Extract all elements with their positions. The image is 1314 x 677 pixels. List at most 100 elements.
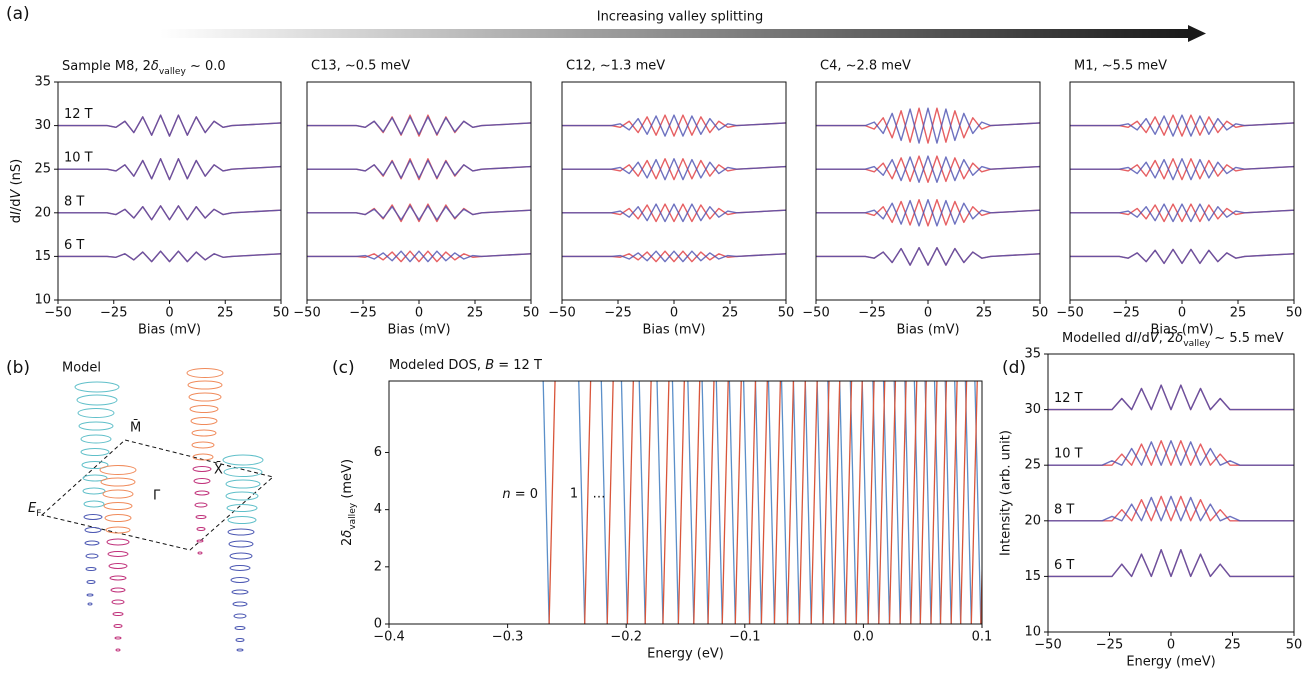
text-part: Sample M8, 2 bbox=[62, 59, 151, 74]
x-tick-label: 50 bbox=[523, 306, 540, 321]
x-tick-label: −25 bbox=[100, 306, 127, 321]
y-axis-label: Intensity (arb. unit) bbox=[999, 430, 1014, 556]
ring bbox=[110, 587, 126, 593]
level-line bbox=[767, 381, 776, 624]
curve bbox=[307, 159, 532, 179]
ring bbox=[193, 478, 211, 484]
curve bbox=[58, 205, 282, 221]
x-tick-label: −25 bbox=[858, 306, 885, 321]
level-line bbox=[656, 381, 664, 624]
text-part: /d bbox=[9, 198, 24, 211]
text-part: ~ 0.0 bbox=[186, 59, 226, 74]
ring bbox=[86, 580, 96, 584]
x-tick-label: −50 bbox=[548, 306, 575, 321]
curve bbox=[307, 205, 532, 221]
x-tick-label: −25 bbox=[604, 306, 631, 321]
ring bbox=[192, 466, 212, 472]
curve bbox=[816, 107, 1041, 144]
level-line bbox=[687, 381, 695, 624]
ring bbox=[197, 551, 203, 555]
field-label: 12 T bbox=[64, 107, 93, 122]
level-line bbox=[542, 381, 550, 624]
x-tick-label: 0.1 bbox=[972, 630, 993, 645]
ring bbox=[191, 441, 215, 449]
level-line bbox=[804, 381, 812, 624]
cone bbox=[99, 368, 224, 534]
x-tick-label: −0.2 bbox=[610, 630, 642, 645]
ring bbox=[231, 589, 249, 595]
y-tick-label: 10 bbox=[34, 293, 51, 308]
chart-title: M1, ~5.5 meV bbox=[1074, 59, 1167, 74]
level-line bbox=[721, 381, 729, 624]
x-tick-label: 0 bbox=[415, 306, 423, 321]
x-axis-label: Bias (mV) bbox=[642, 323, 705, 338]
ring bbox=[108, 563, 128, 569]
panel-label: (d) bbox=[1002, 358, 1026, 378]
field-label: 12 T bbox=[1054, 391, 1083, 406]
level-line bbox=[827, 381, 835, 624]
ring bbox=[196, 527, 206, 531]
level-line bbox=[662, 381, 670, 624]
level-line bbox=[939, 381, 948, 624]
y-axis-label: dI/dV (nS) bbox=[9, 159, 24, 223]
curve bbox=[1070, 248, 1295, 265]
text-part: B bbox=[485, 358, 494, 373]
level-line bbox=[822, 381, 830, 624]
text-part: d bbox=[9, 215, 24, 223]
x-tick-label: 25 bbox=[217, 306, 234, 321]
curve bbox=[1070, 203, 1295, 223]
ring bbox=[223, 467, 263, 477]
y-tick-label: 2 bbox=[374, 559, 382, 574]
text-part: /d bbox=[1137, 331, 1150, 346]
curve bbox=[1048, 440, 1294, 466]
x-tick-label: 50 bbox=[1286, 638, 1303, 653]
curve bbox=[562, 158, 787, 181]
x-axis-label: Bias (mV) bbox=[896, 323, 959, 338]
x-axis-label: Bias (mV) bbox=[138, 323, 201, 338]
y-tick-label: 20 bbox=[34, 205, 51, 220]
y-tick-label: 25 bbox=[1024, 458, 1041, 473]
text-part: V bbox=[9, 188, 24, 198]
text-part: δ bbox=[1175, 331, 1183, 346]
field-label: 10 T bbox=[64, 151, 93, 166]
ring bbox=[189, 405, 219, 413]
point-label: X̄ bbox=[214, 462, 223, 477]
panel-label: (b) bbox=[6, 358, 30, 378]
ring bbox=[103, 502, 133, 510]
ring bbox=[111, 599, 125, 605]
x-tick-label: 0 bbox=[670, 306, 678, 321]
x-tick-label: −25 bbox=[1096, 638, 1123, 653]
x-tick-label: 25 bbox=[1224, 638, 1241, 653]
curve bbox=[816, 155, 1041, 183]
level-line bbox=[872, 381, 880, 624]
level-line bbox=[893, 381, 901, 624]
ring bbox=[194, 490, 210, 496]
level-line bbox=[878, 381, 886, 624]
ring bbox=[109, 575, 127, 581]
curve bbox=[1048, 549, 1294, 578]
curve bbox=[307, 250, 532, 263]
y-tick-label: 6 bbox=[374, 445, 382, 460]
axes-frame bbox=[1047, 353, 1295, 633]
curve bbox=[1070, 114, 1295, 137]
x-tick-label: 50 bbox=[273, 306, 290, 321]
level-line bbox=[964, 381, 972, 624]
curve bbox=[1048, 549, 1294, 578]
ring bbox=[85, 553, 99, 559]
ring bbox=[232, 601, 248, 607]
level-line bbox=[578, 381, 586, 624]
x-tick-label: −50 bbox=[44, 306, 71, 321]
chart-title: Modelled dI/dV, 2δvalley ~ 5.5 meV bbox=[1062, 331, 1284, 349]
text-part: valley bbox=[1183, 339, 1211, 349]
text-part: δ bbox=[151, 59, 159, 74]
curve bbox=[562, 203, 787, 223]
ring bbox=[192, 453, 214, 461]
ring bbox=[104, 514, 132, 522]
ring bbox=[190, 417, 218, 425]
curve bbox=[1048, 384, 1294, 411]
ring bbox=[76, 394, 118, 406]
cone bbox=[74, 381, 120, 508]
level-line bbox=[742, 381, 751, 624]
level-line bbox=[882, 381, 891, 624]
ring bbox=[84, 540, 100, 546]
